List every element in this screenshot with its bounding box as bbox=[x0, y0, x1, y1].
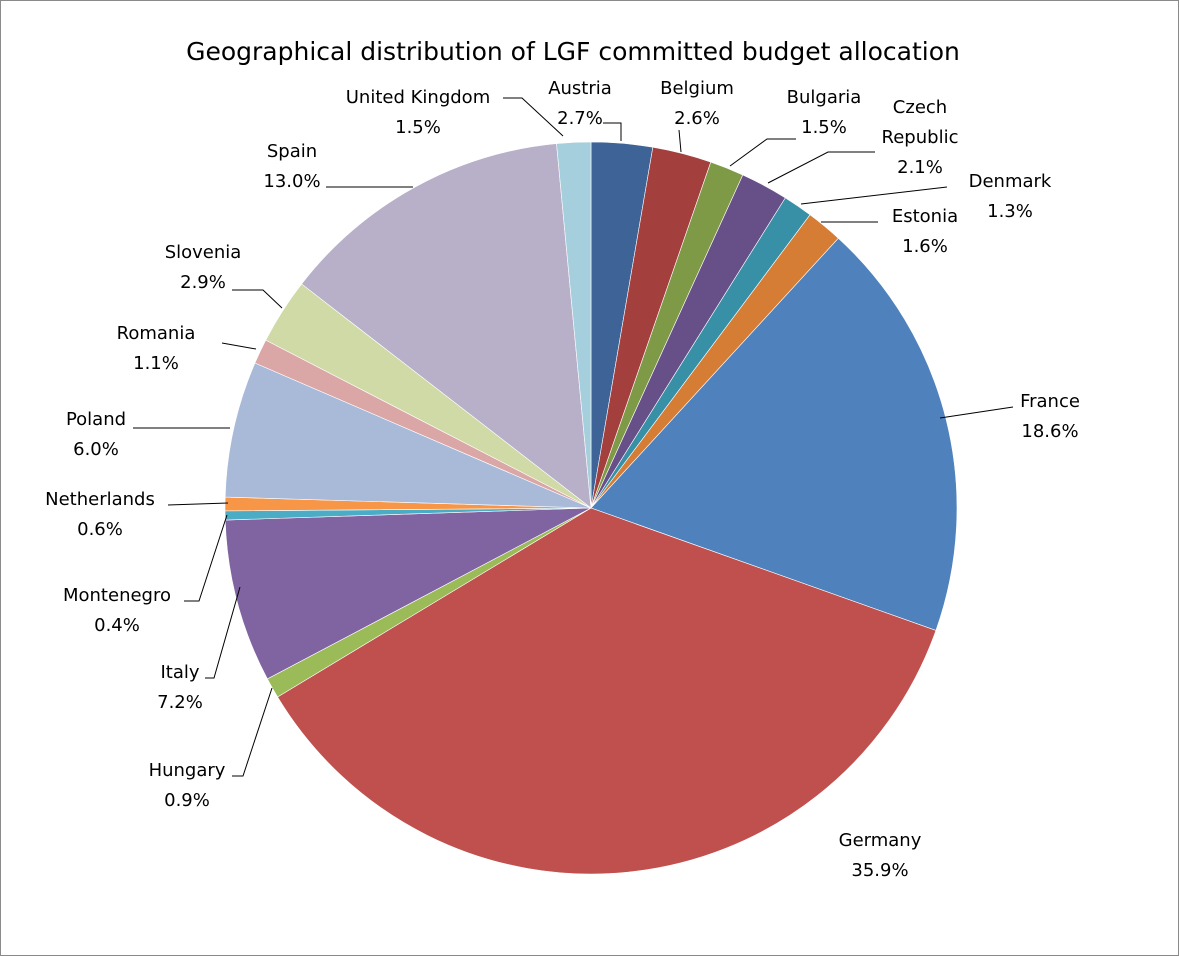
leader-line-montenegro bbox=[184, 514, 228, 602]
pie-slice-spain bbox=[301, 143, 592, 509]
leader-line-slovenia bbox=[232, 289, 283, 309]
pie-slices bbox=[224, 141, 958, 875]
slice-label-united-kingdom: United Kingdom 1.5% bbox=[346, 87, 490, 138]
slice-label-belgium: Belgium 2.6% bbox=[660, 78, 734, 129]
pie-slice-united-kingdom bbox=[556, 141, 592, 509]
slice-label-poland: Poland 6.0% bbox=[66, 409, 126, 460]
leader-line-bulgaria bbox=[729, 138, 796, 167]
slice-label-slovenia: Slovenia 2.9% bbox=[165, 242, 242, 293]
leader-line-hungary bbox=[232, 687, 273, 777]
pie-slice-france bbox=[590, 237, 958, 631]
leader-line-italy bbox=[205, 586, 241, 679]
leader-line-belgium bbox=[678, 129, 682, 153]
slice-label-netherlands: Netherlands 0.6% bbox=[45, 489, 155, 540]
slice-label-france: France 18.6% bbox=[1020, 391, 1080, 442]
slice-label-austria: Austria 2.7% bbox=[548, 78, 612, 129]
slice-label-montenegro: Montenegro 0.4% bbox=[63, 585, 171, 636]
leader-line-france bbox=[939, 406, 1014, 419]
leader-line-denmark bbox=[800, 186, 948, 205]
slice-label-romania: Romania 1.1% bbox=[117, 323, 196, 374]
slice-label-denmark: Denmark 1.3% bbox=[969, 171, 1052, 222]
slice-label-estonia: Estonia 1.6% bbox=[892, 206, 958, 257]
slice-label-hungary: Hungary 0.9% bbox=[149, 760, 226, 811]
slice-label-spain: Spain 13.0% bbox=[263, 141, 320, 192]
chart-title: Geographical distribution of LGF committ… bbox=[186, 37, 960, 66]
leader-lines bbox=[133, 97, 1014, 777]
slice-label-germany: Germany 35.9% bbox=[839, 830, 922, 881]
leader-line-united-kingdom bbox=[503, 97, 564, 137]
slice-labels: Austria 2.7% Belgium 2.6% Bulgaria 1.5% Czech R… bbox=[45, 78, 1080, 881]
pie-slice-germany bbox=[277, 507, 937, 875]
leader-line-romania bbox=[221, 342, 257, 350]
leader-line-netherlands bbox=[167, 502, 229, 506]
pie-slice-poland bbox=[224, 362, 592, 509]
slice-label-czech-republic: Czech Republic 2.1% bbox=[882, 97, 959, 178]
slice-label-bulgaria: Bulgaria 1.5% bbox=[787, 87, 862, 138]
pie-slice-italy bbox=[224, 507, 592, 680]
leader-line-czech-republic bbox=[767, 151, 875, 184]
slice-label-italy: Italy 7.2% bbox=[157, 662, 203, 713]
leader-line-austria bbox=[603, 122, 622, 141]
